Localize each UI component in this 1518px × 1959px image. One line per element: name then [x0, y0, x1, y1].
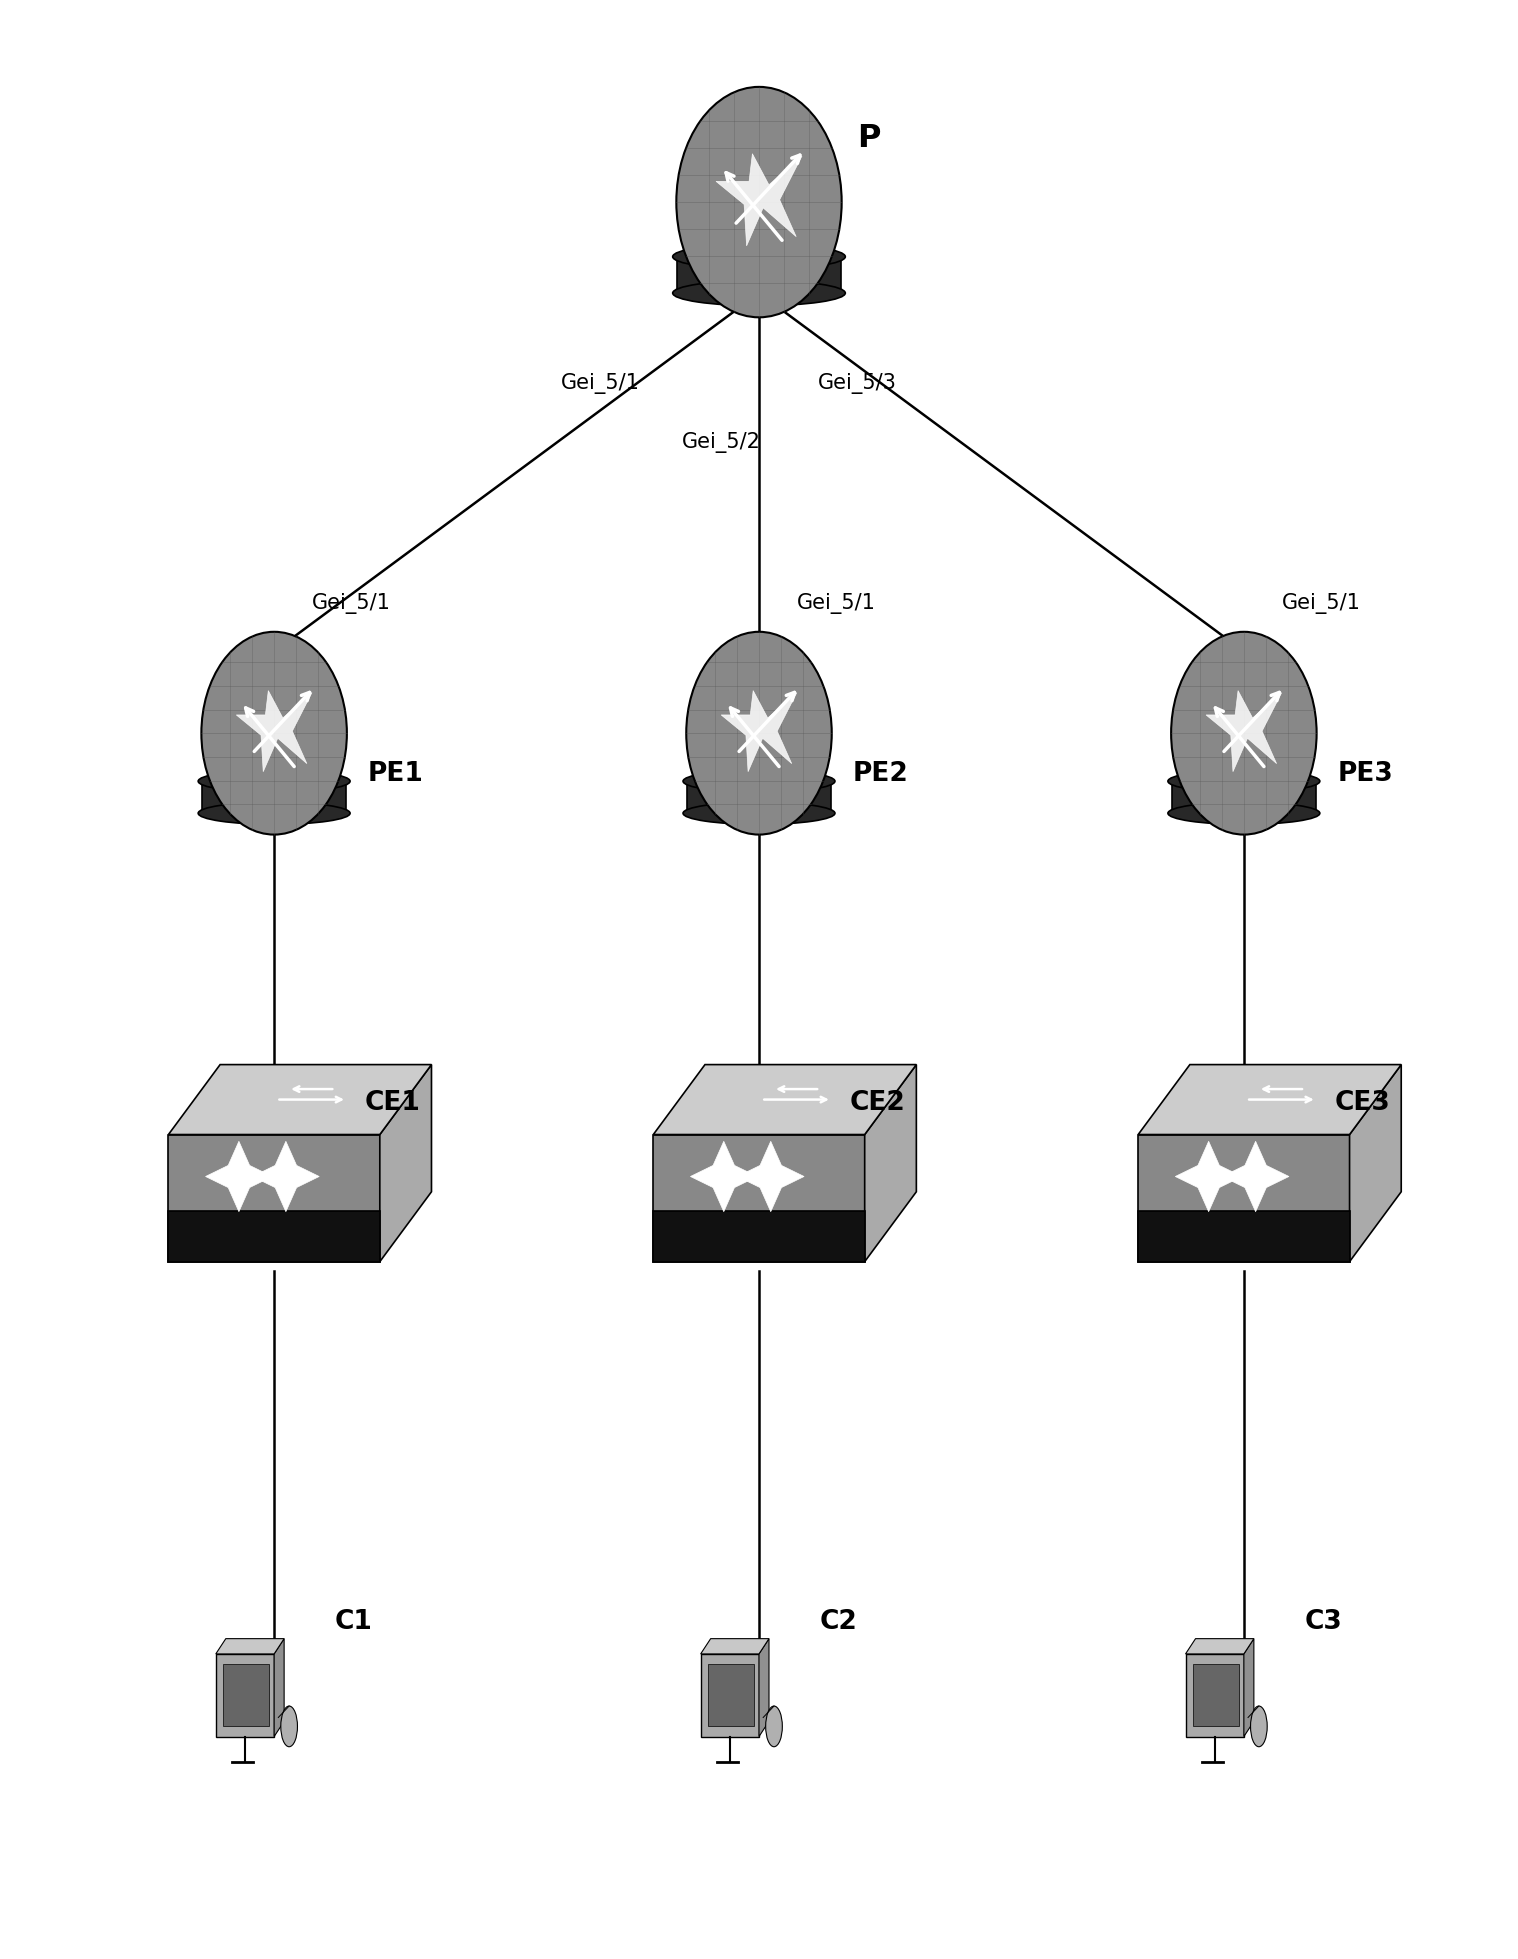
Ellipse shape — [199, 801, 351, 825]
Polygon shape — [1172, 782, 1316, 813]
Polygon shape — [205, 1142, 272, 1213]
Ellipse shape — [683, 770, 835, 791]
Ellipse shape — [1251, 1706, 1268, 1747]
Text: CE2: CE2 — [850, 1091, 906, 1117]
Polygon shape — [1175, 1142, 1242, 1213]
Polygon shape — [1138, 1134, 1350, 1262]
Polygon shape — [1193, 1663, 1239, 1726]
Polygon shape — [738, 1142, 805, 1213]
Polygon shape — [216, 1653, 275, 1736]
Polygon shape — [202, 782, 346, 813]
Ellipse shape — [1167, 770, 1319, 791]
Polygon shape — [1186, 1638, 1254, 1653]
Polygon shape — [1138, 1211, 1350, 1262]
Ellipse shape — [199, 770, 351, 791]
Text: C3: C3 — [1304, 1608, 1342, 1636]
Polygon shape — [865, 1064, 917, 1262]
Polygon shape — [1205, 692, 1281, 772]
Ellipse shape — [683, 801, 835, 825]
Polygon shape — [1186, 1653, 1243, 1736]
Ellipse shape — [765, 1706, 782, 1747]
Polygon shape — [1222, 1142, 1289, 1213]
Polygon shape — [216, 1638, 284, 1653]
Ellipse shape — [672, 245, 846, 268]
Ellipse shape — [1170, 633, 1316, 835]
Polygon shape — [252, 1142, 319, 1213]
Text: PE3: PE3 — [1337, 762, 1394, 788]
Text: Gei_5/1: Gei_5/1 — [797, 594, 876, 613]
Polygon shape — [653, 1211, 865, 1262]
Polygon shape — [1350, 1064, 1401, 1262]
Polygon shape — [1243, 1638, 1254, 1736]
Polygon shape — [168, 1064, 431, 1134]
Polygon shape — [691, 1142, 757, 1213]
Polygon shape — [677, 257, 841, 294]
Polygon shape — [701, 1653, 759, 1736]
Ellipse shape — [281, 1706, 298, 1747]
Polygon shape — [721, 692, 797, 772]
Polygon shape — [701, 1638, 770, 1653]
Text: Gei_5/1: Gei_5/1 — [1281, 594, 1360, 613]
Polygon shape — [168, 1134, 380, 1262]
Polygon shape — [237, 692, 313, 772]
Polygon shape — [1138, 1064, 1401, 1134]
Ellipse shape — [677, 86, 841, 317]
Ellipse shape — [1167, 801, 1319, 825]
Ellipse shape — [672, 280, 846, 306]
Text: Gei_5/2: Gei_5/2 — [682, 431, 761, 453]
Text: PE2: PE2 — [853, 762, 909, 788]
Text: C2: C2 — [820, 1608, 858, 1636]
Ellipse shape — [686, 633, 832, 835]
Polygon shape — [380, 1064, 431, 1262]
Text: Gei_5/1: Gei_5/1 — [313, 594, 390, 613]
Polygon shape — [223, 1663, 270, 1726]
Ellipse shape — [202, 633, 348, 835]
Polygon shape — [707, 1663, 754, 1726]
Polygon shape — [653, 1064, 917, 1134]
Text: P: P — [858, 123, 880, 155]
Text: CE3: CE3 — [1334, 1091, 1390, 1117]
Text: Gei_5/3: Gei_5/3 — [818, 372, 897, 394]
Text: PE1: PE1 — [367, 762, 424, 788]
Polygon shape — [716, 153, 802, 247]
Polygon shape — [275, 1638, 284, 1736]
Text: Gei_5/1: Gei_5/1 — [560, 372, 639, 394]
Text: C1: C1 — [335, 1608, 372, 1636]
Polygon shape — [686, 782, 832, 813]
Polygon shape — [653, 1134, 865, 1262]
Polygon shape — [168, 1211, 380, 1262]
Polygon shape — [759, 1638, 770, 1736]
Text: CE1: CE1 — [364, 1091, 420, 1117]
